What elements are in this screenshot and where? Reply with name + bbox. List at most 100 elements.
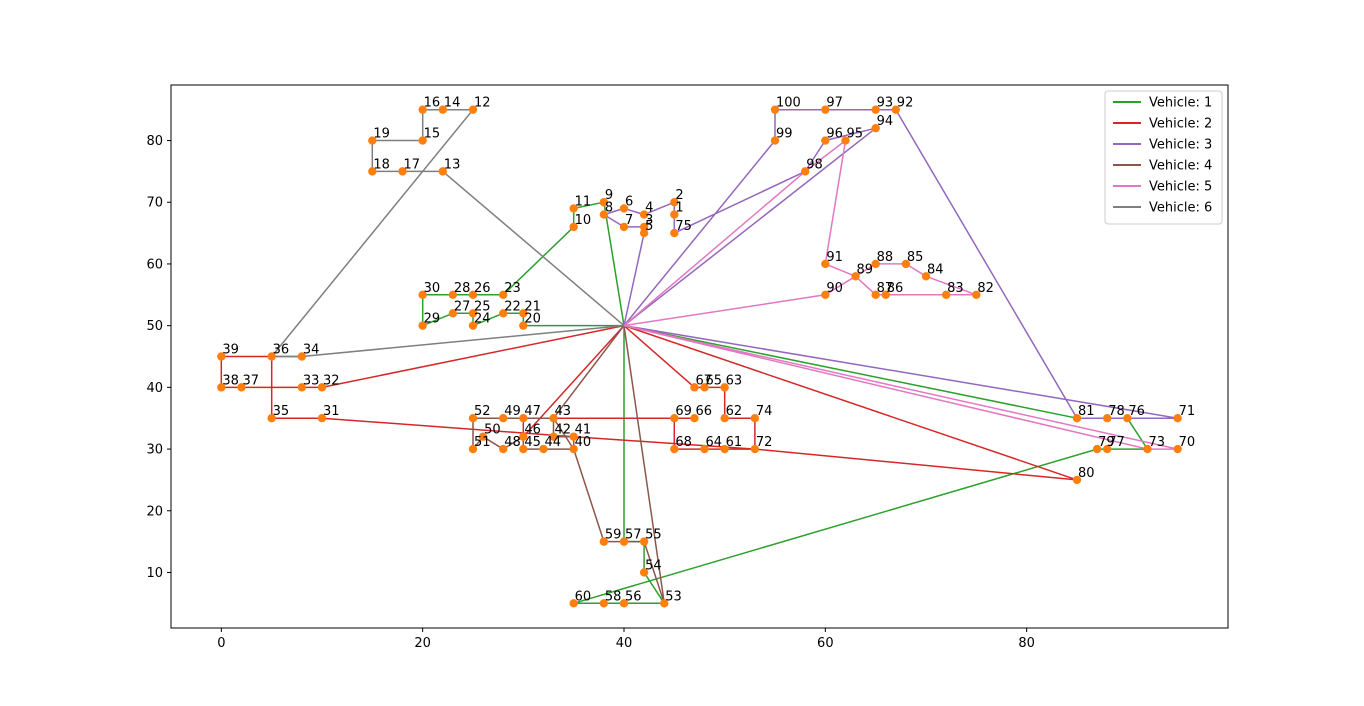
node-label: 2 xyxy=(675,188,683,203)
customer-point xyxy=(267,414,276,423)
node-label: 100 xyxy=(776,96,801,111)
node-label: 6 xyxy=(625,194,633,209)
node-label: 79 xyxy=(1098,435,1115,450)
customer-point xyxy=(619,204,629,213)
y-tick-label: 60 xyxy=(146,257,163,272)
x-tick-label: 0 xyxy=(217,636,225,651)
x-tick-label: 20 xyxy=(414,636,431,651)
node-label: 36 xyxy=(273,343,290,358)
customer-point xyxy=(297,352,307,361)
node-label: 39 xyxy=(222,343,239,358)
node-label: 94 xyxy=(877,114,894,129)
node-label: 82 xyxy=(977,281,994,296)
node-label: 78 xyxy=(1108,404,1125,419)
customer-point xyxy=(821,136,830,145)
node-label: 23 xyxy=(504,281,521,296)
node-labels-layer: 1234567891011121314151617181920212223242… xyxy=(222,96,1195,605)
y-tick-label: 10 xyxy=(146,566,163,581)
node-label: 98 xyxy=(806,157,823,172)
node-label: 72 xyxy=(756,435,773,450)
node-label: 32 xyxy=(323,373,340,388)
node-label: 55 xyxy=(645,528,662,543)
customer-point xyxy=(770,136,780,145)
node-label: 38 xyxy=(222,373,239,388)
customer-point xyxy=(599,537,609,546)
node-label: 57 xyxy=(625,528,642,543)
customer-point xyxy=(821,105,830,114)
customer-point xyxy=(690,383,699,392)
node-label: 40 xyxy=(575,435,592,450)
customer-point xyxy=(569,599,578,608)
customer-point xyxy=(720,414,729,423)
customer-point xyxy=(670,228,679,238)
customer-point xyxy=(418,105,427,114)
node-label: 3 xyxy=(645,213,653,228)
customer-point xyxy=(871,123,880,133)
node-label: 41 xyxy=(575,423,592,438)
node-label: 76 xyxy=(1128,404,1145,419)
route-vehicle-6 xyxy=(270,108,625,358)
node-label: 45 xyxy=(524,435,541,450)
node-label: 68 xyxy=(675,435,692,450)
node-label: 20 xyxy=(524,312,541,327)
customer-point xyxy=(1173,414,1182,423)
node-label: 7 xyxy=(625,213,633,228)
node-label: 42 xyxy=(555,423,572,438)
node-label: 47 xyxy=(524,404,541,419)
customer-point xyxy=(448,309,458,318)
x-tick-label: 40 xyxy=(616,636,633,651)
node-label: 49 xyxy=(504,404,521,419)
customer-point xyxy=(1092,444,1102,454)
node-label: 35 xyxy=(273,404,290,419)
customer-point xyxy=(317,414,327,423)
plot-background xyxy=(171,85,1228,628)
node-label: 86 xyxy=(887,281,904,296)
legend-label-vehicle-6: Vehicle: 6 xyxy=(1149,201,1212,216)
node-label: 92 xyxy=(897,96,914,111)
customer-point xyxy=(1103,414,1112,423)
customer-point xyxy=(619,537,629,546)
node-label: 22 xyxy=(504,299,521,314)
customer-point xyxy=(670,444,679,454)
customer-point xyxy=(448,290,458,299)
points-layer xyxy=(217,105,1182,608)
node-label: 75 xyxy=(675,219,692,234)
node-label: 85 xyxy=(907,250,924,265)
node-label: 90 xyxy=(826,281,843,296)
customer-point xyxy=(851,272,860,281)
node-label: 4 xyxy=(645,201,653,216)
legend: Vehicle: 1 Vehicle: 2 Vehicle: 3 Vehicle: 4… xyxy=(1104,90,1223,225)
node-label: 37 xyxy=(242,373,259,388)
customer-point xyxy=(660,599,669,608)
node-label: 31 xyxy=(323,404,340,419)
node-label: 26 xyxy=(474,281,491,296)
customer-point xyxy=(821,259,830,269)
customer-point xyxy=(237,383,246,392)
customer-point xyxy=(398,167,407,176)
customer-point xyxy=(267,352,276,361)
node-label: 46 xyxy=(524,423,541,438)
node-label: 70 xyxy=(1179,435,1196,450)
customer-point xyxy=(881,290,890,299)
node-label: 17 xyxy=(404,157,421,172)
customer-point xyxy=(569,204,578,213)
node-label: 89 xyxy=(857,262,874,277)
node-label: 24 xyxy=(474,312,491,327)
legend-label-vehicle-3: Vehicle: 3 xyxy=(1149,138,1212,153)
customer-point xyxy=(478,432,488,441)
node-label: 96 xyxy=(826,127,843,142)
node-label: 16 xyxy=(424,96,441,111)
plot-frame xyxy=(170,84,1229,629)
customer-point xyxy=(499,309,508,318)
node-label: 74 xyxy=(756,404,773,419)
customer-point xyxy=(639,210,649,219)
customer-point xyxy=(670,198,679,207)
customer-point xyxy=(499,414,508,423)
node-label: 58 xyxy=(605,589,622,604)
customer-point xyxy=(1143,444,1152,454)
customer-point xyxy=(871,105,880,114)
node-label: 15 xyxy=(424,127,441,142)
x-axis: 0 20 40 60 80 xyxy=(217,628,1035,651)
customer-point xyxy=(569,444,578,454)
